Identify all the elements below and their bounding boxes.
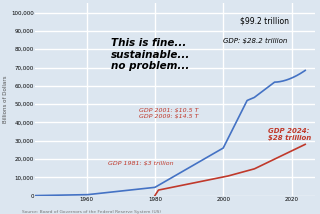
Text: $99.2 trillion: $99.2 trillion — [240, 17, 289, 26]
Text: Source: Board of Governors of the Federal Reserve System (US): Source: Board of Governors of the Federa… — [22, 210, 161, 214]
Text: GDP 2001: $10.5 T
GDP 2009: $14.5 T: GDP 2001: $10.5 T GDP 2009: $14.5 T — [139, 108, 198, 118]
Text: GDP 2024:
$28 trillion: GDP 2024: $28 trillion — [268, 128, 311, 141]
Text: GDP: $28.2 trillion: GDP: $28.2 trillion — [223, 38, 287, 44]
Text: This is fine...
sustainable...
no problem...: This is fine... sustainable... no proble… — [111, 38, 190, 71]
Text: GDP 1981: $3 trillion: GDP 1981: $3 trillion — [108, 160, 174, 165]
Y-axis label: Billions of Dollars: Billions of Dollars — [4, 76, 8, 123]
